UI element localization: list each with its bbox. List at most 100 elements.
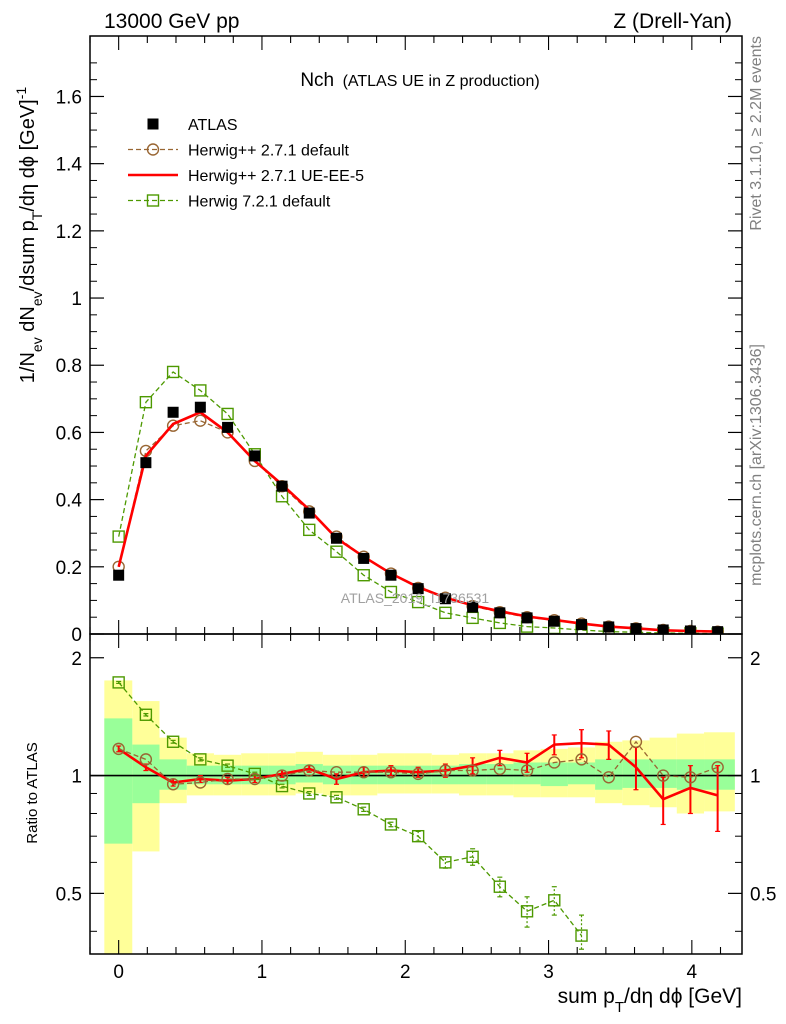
ratio-point [303, 764, 316, 777]
ratio-point [548, 894, 561, 907]
main-point [385, 569, 397, 581]
main-point [330, 545, 343, 558]
main-point [249, 450, 261, 462]
ratio-point [711, 761, 724, 774]
ratio-point [384, 766, 398, 779]
ratio-xtick-label: 0 [113, 962, 124, 983]
legend-marker [147, 118, 159, 130]
ratio-ytick-label: 0.5 [56, 884, 82, 905]
ratio-point [303, 787, 316, 800]
ratio-band-inner [567, 762, 596, 785]
ratio-point [411, 767, 425, 781]
main-point [467, 601, 479, 613]
main-series-line-3 [118, 371, 718, 634]
main-point [113, 569, 125, 581]
main-ytick-label: 0.6 [56, 423, 82, 444]
ratio-ytick-label-right: 1 [750, 767, 761, 788]
main-point [139, 395, 153, 409]
ratio-frame [89, 633, 743, 955]
main-ylabel: 1/Nev dNev/dsum pT/dη dϕ [GeV]-1 [13, 87, 45, 384]
ratio-point [139, 753, 153, 766]
header-left: 13000 GeV pp [104, 10, 239, 33]
main-point [303, 507, 315, 519]
legend-label-1: Herwig++ 2.7.1 default [188, 143, 350, 160]
main-title-main: Nch [300, 70, 334, 91]
main-panel: 0 0.2 0.4 0.6 0.8 1 1.2 1.4 1.6 ATLAS_2019_I1736… [13, 35, 743, 646]
main-ytick-label: 0.4 [56, 491, 83, 512]
main-point [330, 532, 342, 544]
main-title: Nch (ATLAS UE in Z production) [300, 70, 539, 91]
ratio-band-inner [540, 762, 568, 787]
ratio-band-inner [704, 759, 735, 790]
main-point [276, 480, 288, 492]
main-point [222, 421, 234, 433]
ratio-point [248, 772, 261, 786]
main-ytick-label: 1.6 [56, 87, 82, 108]
ratio-point [466, 850, 479, 864]
ratio-ytick-label: 2 [71, 649, 82, 670]
main-point [194, 414, 207, 427]
ratio-point [221, 759, 234, 772]
ratio-series-2 [112, 676, 588, 950]
ratio-band-inner [104, 718, 133, 844]
ratio-point [575, 753, 588, 766]
ratio-point [520, 764, 534, 777]
ratio-point [194, 776, 207, 789]
main-point [603, 621, 615, 633]
ratio-point [493, 762, 507, 776]
main-ytick-label: 1 [71, 289, 82, 310]
ratio-xtick-label: 2 [400, 962, 411, 983]
header-right: Z (Drell-Yan) [613, 10, 732, 33]
legend-label-3: Herwig 7.2.1 default [188, 194, 331, 211]
ratio-ytick-label: 1 [71, 767, 82, 788]
legend-label-0: ATLAS [188, 117, 238, 134]
ratio-ytick-label-right: 2 [750, 649, 761, 670]
ratio-point [439, 856, 452, 869]
legend-entry-2: Herwig++ 2.7.1 UE-EE-5 [128, 168, 364, 185]
ratio-point [493, 880, 507, 893]
main-point [358, 552, 370, 564]
legend-entry-0: ATLAS [147, 117, 238, 134]
ratio-point [575, 929, 588, 942]
main-point [712, 626, 724, 634]
main-point [166, 419, 180, 432]
ratio-point [357, 803, 370, 816]
side-label-rivet: Rivet 3.1.10, ≥ 2.2M events [748, 36, 765, 231]
ratio-ytick-label-right: 0.5 [750, 884, 776, 905]
ratio-ylabel: Ratio to ATLAS [24, 742, 41, 843]
legend-marker [146, 194, 160, 207]
ratio-point [684, 771, 697, 784]
watermark-label: ATLAS_2019_I1736531 [341, 590, 490, 606]
main-point [194, 384, 207, 397]
ratio-point [548, 756, 561, 769]
ratio-point [466, 764, 479, 777]
main-point [548, 615, 560, 627]
ratio-point [656, 769, 670, 782]
ratio-point [384, 818, 398, 831]
ratio-series-0 [112, 735, 724, 791]
main-ytick-label: 1.4 [56, 155, 83, 176]
main-point [167, 406, 179, 418]
legend-label-2: Herwig++ 2.7.1 UE-EE-5 [188, 168, 364, 185]
ratio-point [439, 764, 452, 777]
main-ytick-label: 1.2 [56, 222, 82, 243]
main-point [684, 625, 696, 634]
ratio-xtick-label: 3 [543, 962, 554, 983]
ratio-point [166, 735, 180, 748]
main-point [630, 623, 642, 634]
main-point [194, 401, 206, 413]
legend-marker [146, 143, 160, 156]
ratio-point [629, 735, 643, 748]
legend: ATLAS Herwig++ 2.7.1 default Herwig++ 2.7.… [128, 117, 364, 211]
main-point [439, 606, 452, 620]
legend-entry-3: Herwig 7.2.1 default [128, 194, 331, 211]
ratio-point [330, 766, 343, 779]
ratio-xtick-label: 4 [687, 962, 698, 983]
main-point [411, 595, 425, 609]
ratio-point [357, 766, 370, 779]
ratio-series-1 [116, 729, 721, 833]
main-point [303, 523, 316, 537]
main-point [166, 365, 180, 379]
legend-entry-1: Herwig++ 2.7.1 default [128, 143, 350, 160]
